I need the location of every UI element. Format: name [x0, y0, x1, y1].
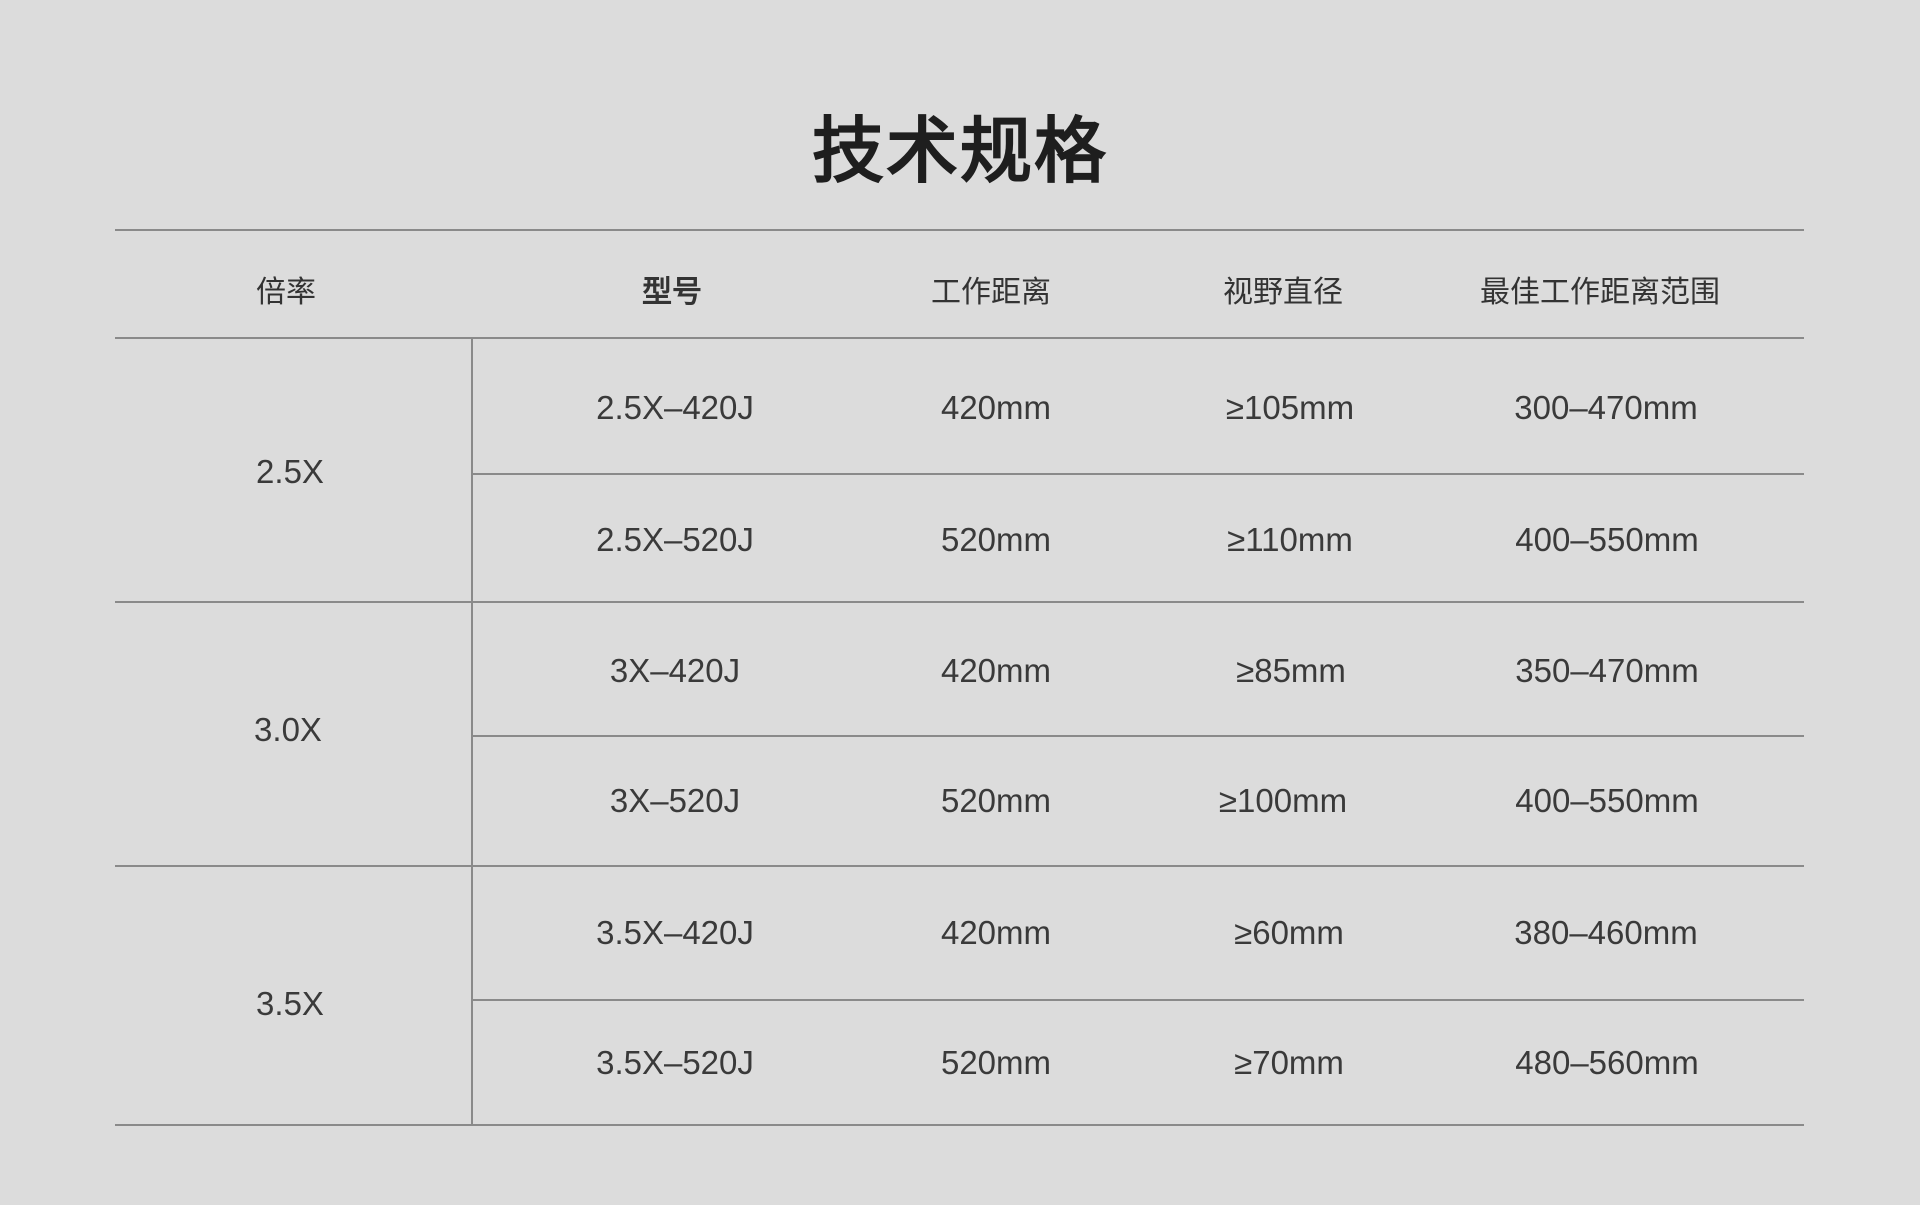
cell-best-range: 300–470mm — [1514, 389, 1698, 426]
row-divider — [471, 735, 1804, 737]
header-field-diameter: 视野直径 — [1223, 276, 1343, 309]
cell-field-diameter: ≥110mm — [1227, 521, 1353, 558]
cell-best-range: 480–560mm — [1515, 1044, 1699, 1081]
header-divider — [115, 337, 1804, 339]
cell-field-diameter: ≥85mm — [1236, 652, 1346, 689]
cell-working-distance: 520mm — [940, 521, 1052, 558]
cell-best-range: 400–550mm — [1515, 521, 1699, 558]
column-divider — [471, 338, 473, 1125]
row-divider — [471, 473, 1804, 475]
cell-model: 2.5X–520J — [596, 521, 754, 558]
cell-working-distance: 420mm — [940, 914, 1052, 951]
row-divider — [471, 999, 1804, 1001]
group-magnification: 3.5X — [256, 985, 324, 1022]
cell-model: 2.5X–420J — [596, 389, 754, 426]
header-model: 型号 — [642, 276, 702, 309]
table-bottom-border — [115, 1124, 1804, 1126]
cell-field-diameter: ≥100mm — [1218, 782, 1348, 819]
page-title: 技术规格 — [811, 112, 1108, 192]
cell-working-distance: 420mm — [940, 652, 1052, 689]
cell-working-distance: 420mm — [940, 389, 1052, 426]
table-top-border — [115, 229, 1804, 231]
cell-best-range: 400–550mm — [1515, 782, 1699, 819]
cell-model: 3X–520J — [609, 782, 741, 819]
group-magnification: 3.0X — [254, 711, 322, 748]
cell-best-range: 350–470mm — [1515, 652, 1699, 689]
cell-field-diameter: ≥70mm — [1234, 1044, 1344, 1081]
group-divider — [115, 865, 1804, 867]
cell-field-diameter: ≥105mm — [1225, 389, 1355, 426]
header-best-range: 最佳工作距离范围 — [1480, 276, 1720, 309]
cell-working-distance: 520mm — [940, 1044, 1052, 1081]
cell-field-diameter: ≥60mm — [1234, 914, 1344, 951]
group-divider — [115, 601, 1804, 603]
cell-working-distance: 520mm — [940, 782, 1052, 819]
cell-model: 3.5X–420J — [596, 914, 754, 951]
group-magnification: 2.5X — [256, 453, 324, 490]
cell-model: 3.5X–520J — [596, 1044, 754, 1081]
cell-model: 3X–420J — [609, 652, 741, 689]
header-working-distance: 工作距离 — [931, 276, 1051, 309]
cell-best-range: 380–460mm — [1514, 914, 1698, 951]
header-magnification: 倍率 — [256, 276, 316, 309]
